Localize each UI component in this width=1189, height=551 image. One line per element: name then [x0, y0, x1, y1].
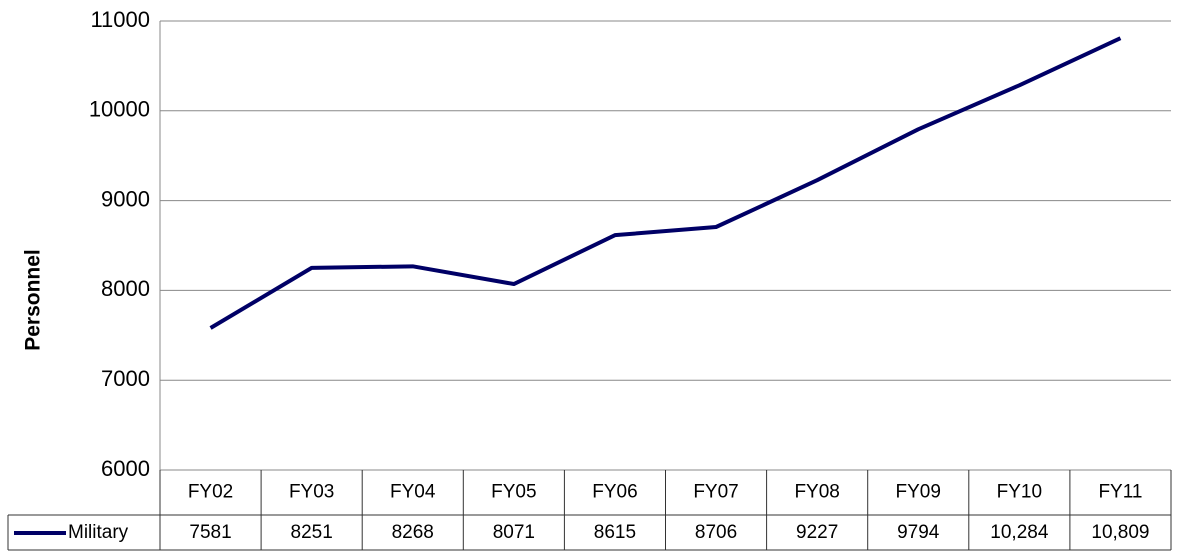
y-tick-label: 10000: [89, 97, 150, 122]
y-tick-label: 6000: [101, 456, 150, 481]
x-tick-label: FY09: [896, 482, 941, 503]
x-tick-label: FY08: [794, 482, 839, 503]
y-tick-label: 9000: [101, 186, 150, 211]
data-label: 8615: [594, 522, 636, 543]
data-label: 8268: [392, 522, 434, 543]
data-label: 10,809: [1091, 522, 1149, 543]
data-label: 10,284: [990, 522, 1049, 543]
x-tick-label: FY05: [491, 482, 536, 503]
data-label: 9794: [897, 522, 940, 543]
x-tick-label: FY06: [592, 482, 637, 503]
x-tick-label: FY11: [1098, 482, 1142, 503]
x-tick-label: FY03: [289, 482, 334, 503]
series-line: [209, 36, 1122, 330]
y-tick-label: 11000: [90, 7, 150, 32]
y-axis-label: Personnel: [22, 249, 45, 351]
legend-label: Military: [68, 522, 129, 543]
x-tick-label: FY07: [693, 482, 738, 503]
data-label: 9227: [796, 522, 838, 543]
x-tick-label: FY04: [390, 482, 436, 503]
data-label: 8071: [493, 522, 535, 543]
data-label: 8706: [695, 522, 737, 543]
data-label: 7581: [189, 522, 231, 543]
y-tick-label: 7000: [101, 366, 150, 391]
y-tick-label: 8000: [101, 276, 150, 301]
x-tick-label: FY10: [997, 482, 1042, 503]
x-tick-label: FY02: [188, 482, 233, 503]
data-label: 8251: [291, 522, 333, 543]
